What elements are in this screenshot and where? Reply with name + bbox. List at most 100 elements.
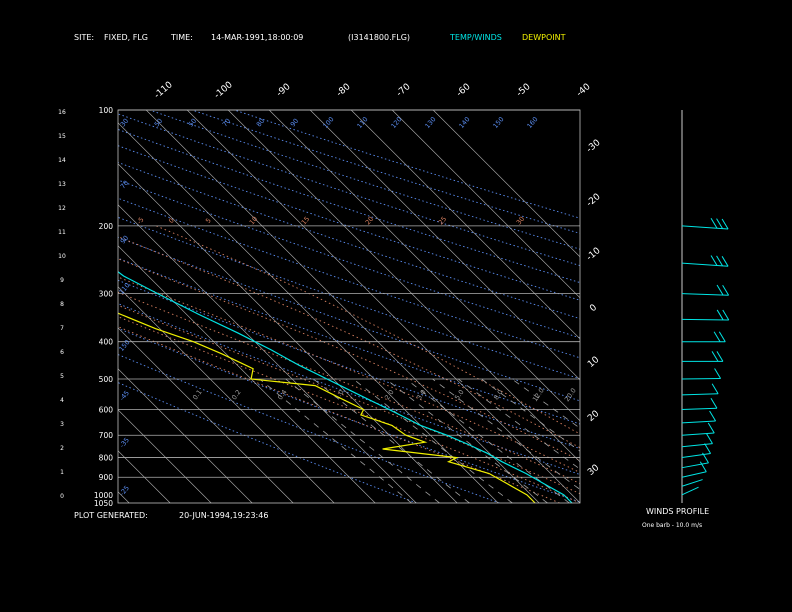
wind-barb-flag bbox=[706, 433, 713, 444]
wind-barb-flag bbox=[714, 368, 722, 379]
mixing-ratio-line bbox=[405, 378, 570, 503]
isotherm-label: -20 bbox=[585, 192, 603, 209]
isotherm-line bbox=[432, 110, 580, 258]
wind-barb-flag bbox=[716, 309, 724, 321]
mixing-ratio-line bbox=[353, 378, 513, 503]
mixing-ratio-line bbox=[313, 378, 470, 503]
wind-barb-flag bbox=[704, 443, 712, 454]
dry-adiabat-line bbox=[118, 327, 580, 503]
dry-adiabat-left-label: -35 bbox=[118, 436, 131, 449]
isotherm-label: -60 bbox=[455, 82, 473, 99]
wind-barb-shaft bbox=[681, 293, 729, 296]
dry-adiabat-line bbox=[118, 145, 580, 301]
isotherm-line bbox=[118, 163, 458, 503]
mixing-ratio-label: 8.0 bbox=[492, 388, 504, 401]
pressure-tick-label: 1050 bbox=[94, 499, 113, 508]
moist-adiabat-line bbox=[118, 258, 580, 462]
legend-dewpoint: DEWPOINT bbox=[522, 33, 566, 42]
dry-adiabat-line bbox=[118, 257, 580, 425]
isotherm-label: -90 bbox=[275, 82, 293, 99]
height-tick-label: 12 bbox=[58, 205, 66, 212]
dry-adiabat-top-label: 100 bbox=[321, 115, 335, 130]
site-label: SITE: bbox=[74, 33, 95, 42]
wind-barb-flag bbox=[711, 383, 719, 394]
height-tick-label: 14 bbox=[58, 157, 66, 164]
isotherm-line bbox=[0, 110, 88, 503]
wind-barb-shaft bbox=[681, 432, 715, 436]
wind-barb-shaft bbox=[681, 393, 719, 396]
wind-barb-flag bbox=[718, 331, 726, 342]
isotherm-label: 0 bbox=[588, 303, 599, 315]
height-tick-label: 7 bbox=[60, 325, 64, 332]
wind-barb-flag bbox=[711, 351, 719, 362]
isotherm-line bbox=[268, 110, 580, 422]
wind-barb-flag bbox=[710, 217, 718, 229]
pressure-tick-label: 1000 bbox=[94, 491, 113, 500]
isotherm-label: -40 bbox=[575, 82, 593, 99]
isotherm-label: -100 bbox=[213, 80, 235, 101]
wind-barb-shaft bbox=[681, 262, 729, 267]
height-tick-label: 15 bbox=[58, 133, 66, 140]
wind-barb-flag bbox=[710, 255, 718, 266]
wind-barb-flag bbox=[716, 351, 724, 362]
wind-barb-shaft bbox=[681, 471, 707, 478]
dry-adiabat-left-label: 70 bbox=[119, 179, 130, 190]
dry-adiabat-top-label: 50 bbox=[153, 117, 164, 128]
wind-barb-flag bbox=[707, 422, 715, 434]
wind-barb-shaft bbox=[681, 462, 709, 469]
mixing-ratio-label: 3.0 bbox=[415, 388, 427, 401]
dry-adiabat-top-label: 160 bbox=[525, 115, 539, 130]
wind-barb-shaft bbox=[681, 407, 717, 410]
legend-temp-winds: TEMP/WINDS bbox=[450, 33, 502, 42]
dry-adiabat-line bbox=[118, 197, 580, 359]
wind-barb-flag bbox=[721, 218, 729, 230]
winds-profile-title: WINDS PROFILE bbox=[646, 507, 710, 516]
moist-adiabat-label: 20 bbox=[364, 215, 375, 226]
plot-generated-value: 20-JUN-1994,19:23:46 bbox=[179, 511, 269, 520]
mixing-ratio-label: 2.0 bbox=[383, 388, 395, 401]
moist-adiabat-label: 25 bbox=[437, 215, 448, 226]
height-tick-label: 10 bbox=[58, 253, 66, 260]
mixing-ratio-label: 0.4 bbox=[276, 388, 288, 401]
temperature-line bbox=[118, 270, 573, 503]
dry-adiabat-line bbox=[118, 113, 580, 267]
moist-adiabat-line bbox=[118, 291, 580, 485]
moist-adiabat-label: 10 bbox=[248, 215, 259, 226]
isotherm-line bbox=[350, 110, 580, 340]
dry-adiabat-left-label: 150 bbox=[117, 338, 131, 353]
isotherm-line bbox=[186, 110, 580, 503]
pressure-tick-label: 200 bbox=[99, 222, 114, 231]
mixing-ratio-line bbox=[432, 378, 580, 490]
sounding-series bbox=[118, 270, 573, 503]
dry-adiabat-top-label: 110 bbox=[355, 115, 369, 130]
mixing-ratio-label: 0.1 bbox=[191, 388, 203, 401]
winds-profile bbox=[681, 110, 730, 503]
wind-barb-shaft bbox=[681, 453, 711, 459]
wind-barb-flag bbox=[716, 218, 723, 229]
height-tick-label: 11 bbox=[58, 229, 66, 236]
isotherm-label: -30 bbox=[585, 138, 603, 155]
moist-adiabat-line bbox=[118, 276, 580, 474]
wind-barb-shaft bbox=[681, 377, 721, 380]
isotherm-label: 20 bbox=[586, 409, 601, 424]
wind-barb-shaft bbox=[681, 225, 729, 230]
moist-adiabat-line bbox=[118, 316, 580, 503]
isotherm-label: -70 bbox=[395, 82, 413, 99]
isotherm-line bbox=[0, 110, 6, 503]
mixing-ratio-line bbox=[259, 378, 412, 503]
wind-barb-shaft bbox=[681, 443, 713, 448]
isotherm-line bbox=[118, 245, 376, 503]
isotherm-line bbox=[118, 409, 212, 503]
moist-adiabat-label: 5 bbox=[204, 217, 213, 225]
dry-adiabat-left-label: 90 bbox=[119, 234, 130, 245]
mixing-ratio-line bbox=[458, 378, 580, 470]
dry-adiabat-top-label: 150 bbox=[491, 115, 505, 130]
isotherm-line bbox=[145, 110, 540, 503]
moist-adiabat-line bbox=[118, 326, 560, 503]
mixing-ratio-label: 0.2 bbox=[230, 388, 242, 401]
mixing-ratio-line bbox=[285, 378, 440, 503]
wind-barb-flag bbox=[716, 255, 723, 267]
moist-adiabat-label: 0 bbox=[167, 217, 176, 225]
wind-barb-flag bbox=[722, 284, 730, 296]
wind-barb-shaft bbox=[681, 486, 699, 496]
